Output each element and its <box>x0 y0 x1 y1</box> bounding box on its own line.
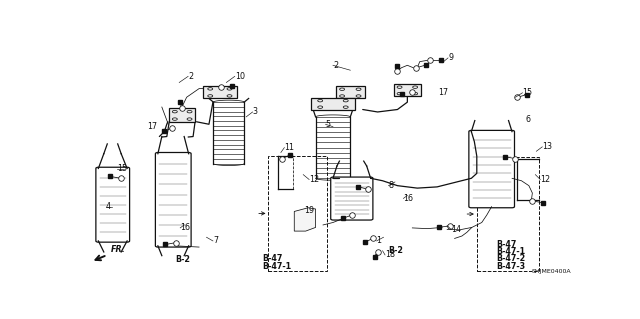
Text: B-47: B-47 <box>262 254 283 263</box>
Bar <box>394 84 421 96</box>
Text: 4: 4 <box>106 202 111 211</box>
Bar <box>336 86 365 99</box>
Bar <box>310 98 355 109</box>
Text: 18: 18 <box>385 250 395 259</box>
FancyBboxPatch shape <box>331 177 373 220</box>
Text: B-47-3: B-47-3 <box>497 262 526 271</box>
Text: 16: 16 <box>180 223 190 233</box>
Text: 17: 17 <box>147 122 157 131</box>
Text: 16: 16 <box>403 194 413 203</box>
Text: 8: 8 <box>388 181 394 190</box>
Text: 5: 5 <box>326 120 331 129</box>
Text: B-2: B-2 <box>388 246 403 255</box>
FancyBboxPatch shape <box>469 130 515 208</box>
Text: 13: 13 <box>542 142 552 151</box>
Text: 2: 2 <box>333 61 338 70</box>
Text: 12: 12 <box>309 175 319 184</box>
Text: 12: 12 <box>540 175 550 184</box>
Text: FR.: FR. <box>111 245 126 254</box>
Bar <box>477 157 539 271</box>
Text: SHJME0400A: SHJME0400A <box>531 269 571 274</box>
Text: 14: 14 <box>451 225 461 234</box>
Bar <box>203 86 237 99</box>
Text: 3: 3 <box>253 108 258 116</box>
Text: 15: 15 <box>522 88 532 97</box>
Text: B-47-1: B-47-1 <box>262 262 292 271</box>
Text: B-47-1: B-47-1 <box>497 247 526 256</box>
Bar <box>169 108 195 122</box>
Text: B-2: B-2 <box>175 255 190 264</box>
Text: 2: 2 <box>188 72 193 81</box>
Text: 1: 1 <box>376 236 381 245</box>
Text: B-47-2: B-47-2 <box>497 254 526 263</box>
Text: B-47: B-47 <box>497 240 517 249</box>
FancyBboxPatch shape <box>156 152 191 247</box>
Text: 7: 7 <box>213 236 218 245</box>
FancyBboxPatch shape <box>96 167 129 242</box>
Bar <box>269 156 327 271</box>
Text: 6: 6 <box>525 115 531 124</box>
Text: 9: 9 <box>448 53 453 63</box>
Text: 10: 10 <box>235 72 244 81</box>
Text: 15: 15 <box>117 165 127 174</box>
Polygon shape <box>294 208 316 231</box>
Text: 17: 17 <box>438 88 448 97</box>
Text: 11: 11 <box>284 143 294 152</box>
Text: 19: 19 <box>304 206 314 215</box>
